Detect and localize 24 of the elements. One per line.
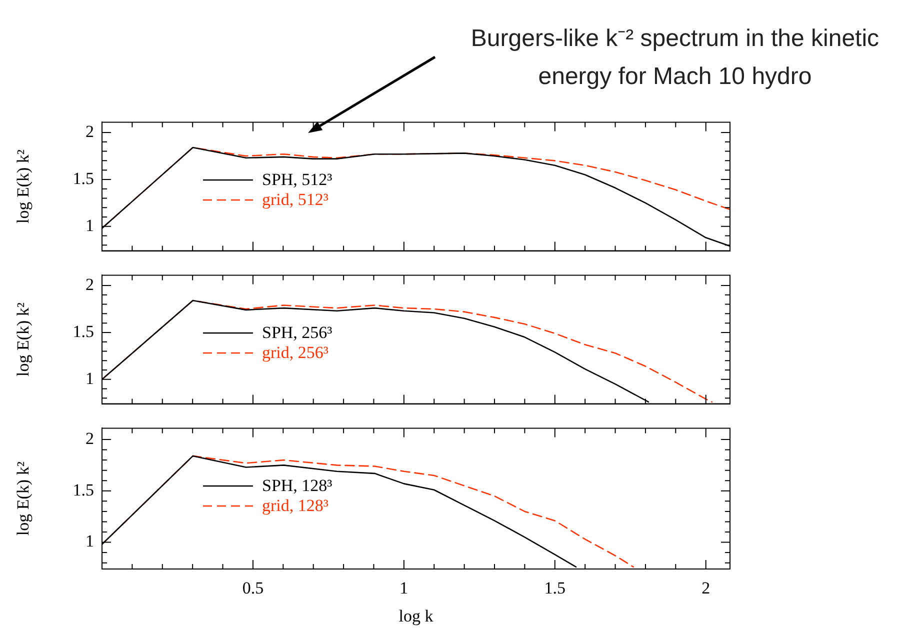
y-tick-label: 1 <box>86 216 94 235</box>
y-tick-label: 1 <box>86 368 94 388</box>
x-axis-title: log k <box>398 606 434 626</box>
x-tick-label: 1.5 <box>544 578 566 598</box>
x-tick-label: 1 <box>400 578 408 598</box>
x-tick-label: 0.5 <box>242 578 264 598</box>
y-tick-label: 2 <box>86 428 94 448</box>
y-axis-title: log E(k) k² <box>14 302 33 377</box>
legend-label: grid, 512³ <box>262 190 328 210</box>
y-tick-label: 1 <box>86 532 94 551</box>
y-axis-title: log E(k) k² <box>14 462 33 536</box>
text: Burgers-like k⁻² spectrum in the kinetic energy for Mach 10 hydro <box>470 24 880 92</box>
y-tick-label: 2 <box>86 274 94 294</box>
y-tick-label: 1.5 <box>72 322 94 341</box>
y-tick-label: 1.5 <box>72 480 94 500</box>
legend-label: grid, 128³ <box>262 496 328 516</box>
legend-label: SPH, 256³ <box>262 323 332 344</box>
x-tick-label: 2 <box>702 578 710 598</box>
y-tick-label: 2 <box>86 122 94 141</box>
legend-label: grid, 256³ <box>262 343 328 364</box>
legend-label: SPH, 512³ <box>262 170 332 190</box>
y-axis-title: log E(k) k² <box>14 149 33 224</box>
legend-label: SPH, 128³ <box>262 476 332 496</box>
y-tick-label: 1.5 <box>72 168 94 188</box>
